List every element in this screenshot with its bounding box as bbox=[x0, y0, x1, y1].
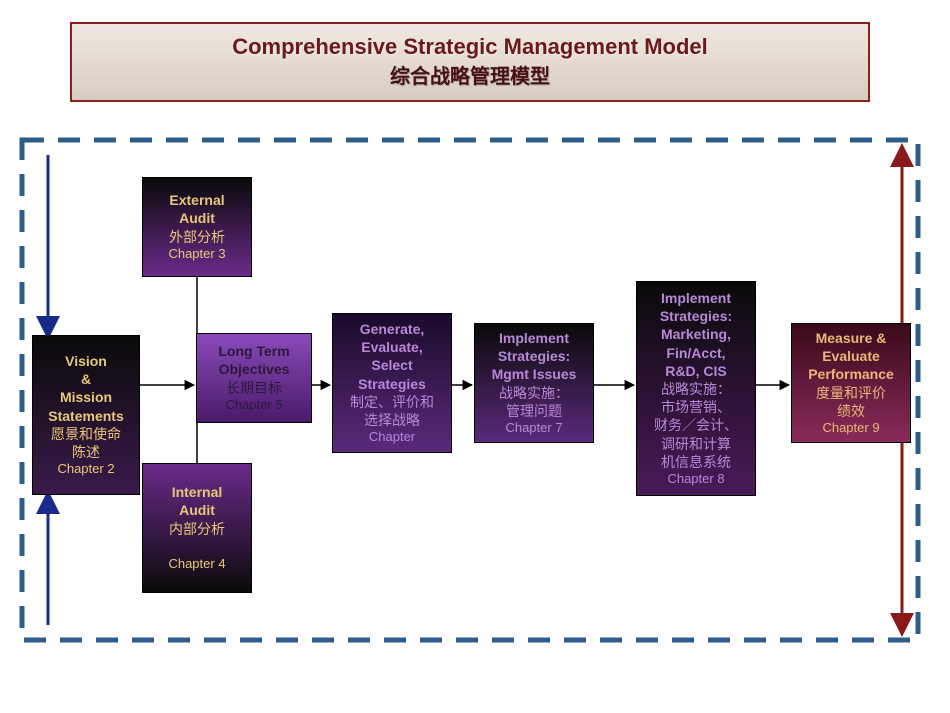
node-vision-cn: 愿景和使命陈述 bbox=[51, 425, 121, 461]
node-implement1-cn: 战略实施：管理问题 bbox=[499, 384, 569, 420]
node-generate-chapter: Chapter bbox=[369, 429, 415, 446]
node-measure-cn: 度量和评价绩效 bbox=[816, 384, 886, 420]
node-measure-en: Measure &EvaluatePerformance bbox=[808, 329, 894, 384]
node-generate-en: Generate,Evaluate,SelectStrategies bbox=[358, 320, 426, 393]
node-longterm-cn: 长期目标 bbox=[226, 379, 282, 397]
node-implement1: ImplementStrategies:Mgmt Issues战略实施：管理问题… bbox=[474, 323, 594, 443]
node-external-en: ExternalAudit bbox=[169, 191, 224, 227]
node-implement2-chapter: Chapter 8 bbox=[667, 471, 724, 488]
node-longterm-chapter: Chapter 5 bbox=[225, 397, 282, 414]
node-vision-en: Vision&MissionStatements bbox=[48, 352, 123, 425]
node-measure: Measure &EvaluatePerformance度量和评价绩效Chapt… bbox=[791, 323, 911, 443]
node-implement1-chapter: Chapter 7 bbox=[505, 420, 562, 437]
title-main: Comprehensive Strategic Management Model bbox=[72, 34, 868, 60]
node-implement2: ImplementStrategies:Marketing,Fin/Acct,R… bbox=[636, 281, 756, 496]
node-implement2-cn: 战略实施：市场营销、财务／会计、调研和计算机信息系统 bbox=[654, 380, 738, 471]
node-implement2-en: ImplementStrategies:Marketing,Fin/Acct,R… bbox=[660, 289, 732, 380]
node-external: ExternalAudit外部分析Chapter 3 bbox=[142, 177, 252, 277]
node-longterm: Long TermObjectives长期目标Chapter 5 bbox=[196, 333, 312, 423]
node-external-chapter: Chapter 3 bbox=[168, 246, 225, 263]
node-internal-en: InternalAudit bbox=[172, 483, 223, 519]
node-vision: Vision&MissionStatements愿景和使命陈述Chapter 2 bbox=[32, 335, 140, 495]
node-longterm-en: Long TermObjectives bbox=[218, 342, 289, 378]
node-measure-chapter: Chapter 9 bbox=[822, 420, 879, 437]
node-internal-cn: 内部分析 bbox=[169, 520, 225, 538]
node-vision-chapter: Chapter 2 bbox=[57, 461, 114, 478]
node-implement1-en: ImplementStrategies:Mgmt Issues bbox=[492, 329, 577, 384]
title-box: Comprehensive Strategic Management Model… bbox=[70, 22, 870, 102]
node-generate-cn: 制定、评价和选择战略 bbox=[350, 393, 434, 429]
node-generate: Generate,Evaluate,SelectStrategies制定、评价和… bbox=[332, 313, 452, 453]
node-internal: InternalAudit内部分析 Chapter 4 bbox=[142, 463, 252, 593]
title-sub: 综合战略管理模型 bbox=[72, 60, 868, 89]
node-external-cn: 外部分析 bbox=[169, 228, 225, 246]
node-internal-chapter: Chapter 4 bbox=[168, 556, 225, 573]
